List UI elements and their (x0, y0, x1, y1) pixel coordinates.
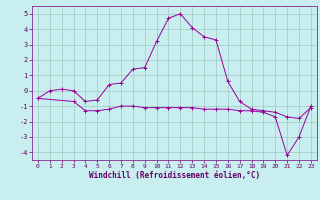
X-axis label: Windchill (Refroidissement éolien,°C): Windchill (Refroidissement éolien,°C) (89, 171, 260, 180)
